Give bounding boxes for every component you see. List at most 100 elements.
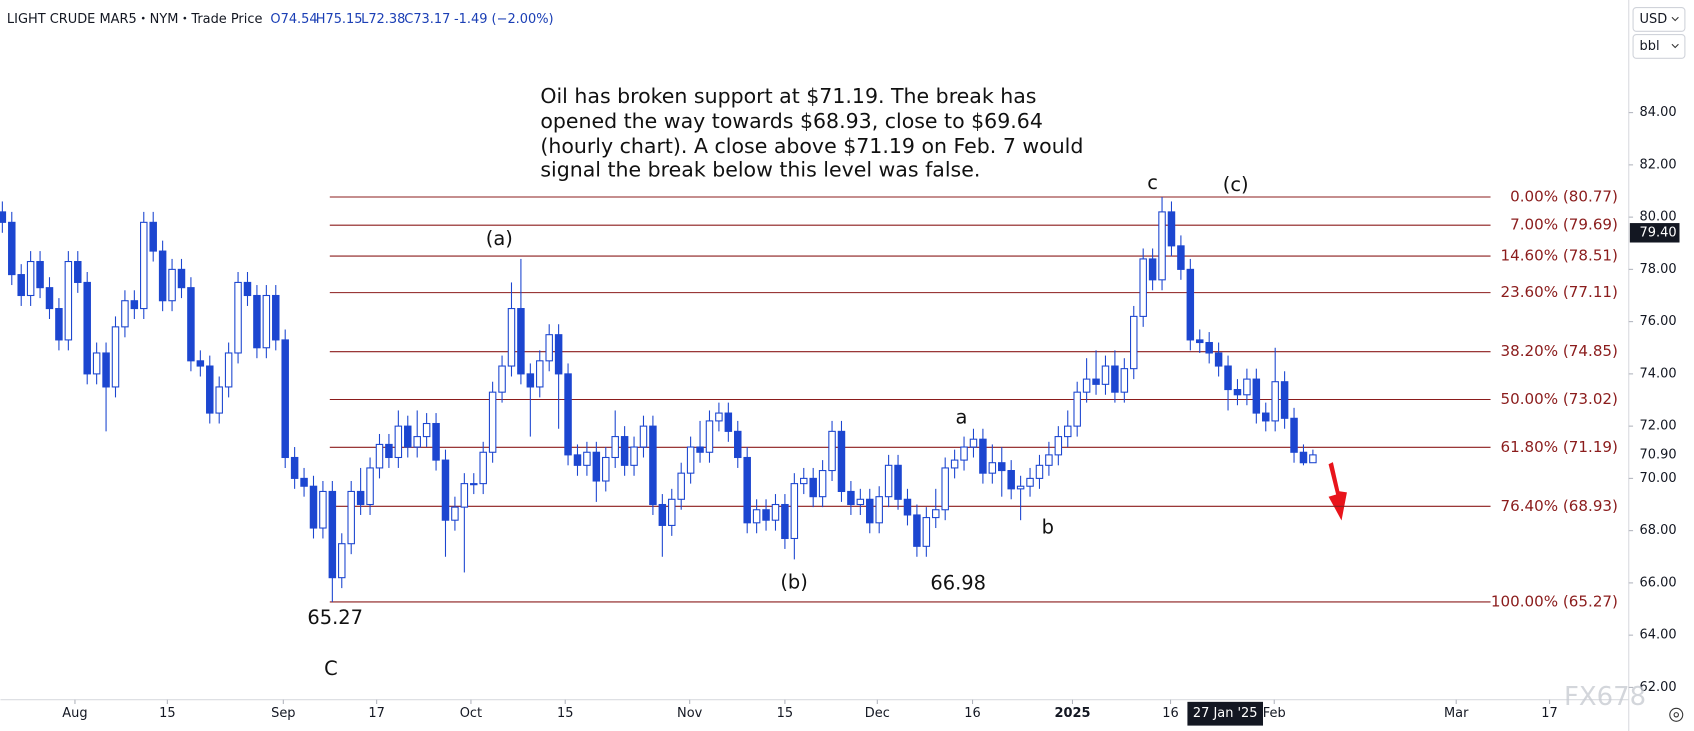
candle-body [592, 451, 601, 482]
candle-body [338, 543, 346, 579]
x-tick-label: Dec [865, 706, 890, 721]
candle-body [1111, 365, 1119, 393]
candle-body [488, 391, 497, 453]
candle-body [404, 425, 412, 448]
header-open: O74.54 [270, 12, 317, 27]
wave-label: c [1147, 171, 1158, 194]
candle-body [130, 300, 139, 310]
unit-select[interactable] [1632, 34, 1686, 59]
y-tick-label: 72.00 [1640, 419, 1677, 434]
wave-label: a [956, 405, 968, 428]
annotation-line: opened the way towards $68.93, close to … [540, 109, 1043, 133]
candle-body [102, 352, 110, 388]
candle-body [894, 464, 902, 500]
fib-label: 50.00% (73.02) [1500, 390, 1617, 408]
candle-body [1177, 245, 1185, 270]
x-tick-label: Mar [1444, 706, 1469, 721]
candle-body [1252, 378, 1261, 414]
candle-body [856, 498, 865, 506]
candle-body [17, 274, 25, 297]
candle-body [36, 260, 44, 289]
header-close: C73.17 [404, 12, 450, 27]
candle-body [677, 472, 685, 500]
candle-body [536, 360, 544, 388]
candle-body [545, 334, 553, 362]
y-tick-label: 82.00 [1640, 157, 1677, 172]
annotation-line: signal the break below this level was fa… [540, 158, 980, 182]
candle-body [866, 498, 874, 524]
candle-body [800, 477, 808, 485]
x-tick-label: 2025 [1054, 706, 1090, 721]
candle-body [8, 221, 16, 276]
candle-body [262, 294, 271, 349]
candle-body [26, 260, 35, 297]
candle-body [818, 470, 827, 498]
candle-body [828, 430, 836, 472]
candle-body [620, 436, 629, 466]
y-tick-label: 70.00 [1640, 471, 1677, 486]
candle-body [422, 422, 431, 438]
candle-body [705, 420, 714, 453]
x-tick-label: Sep [271, 706, 295, 721]
candle-body [1233, 389, 1242, 396]
candle-body [903, 498, 912, 516]
candle-body [715, 412, 723, 422]
candle-body [979, 438, 987, 474]
candle-body [206, 365, 214, 414]
candle-body [168, 268, 176, 302]
y-tick-label: 84.00 [1640, 105, 1677, 120]
candle-body [1186, 268, 1195, 341]
x-tick-label: Nov [677, 706, 703, 721]
candle-body [611, 436, 619, 459]
candle-body [649, 425, 657, 506]
candle-body [1092, 378, 1100, 385]
candle-body [1054, 436, 1063, 456]
candle-body [281, 339, 289, 459]
y-tick-label: 68.00 [1640, 523, 1677, 538]
candle-body [441, 459, 450, 521]
candle-body [300, 477, 308, 487]
candle-body [658, 503, 667, 526]
candle-body [1101, 365, 1110, 385]
candle-body [583, 451, 591, 466]
candle-body [724, 412, 733, 432]
candle-body [64, 260, 73, 341]
x-tick-label: Aug [62, 706, 87, 721]
candle-body [149, 221, 157, 252]
candle-body [83, 281, 91, 375]
candle-body [215, 386, 223, 414]
settings-icon[interactable] [1669, 707, 1684, 722]
y-tick-label: 74.00 [1640, 366, 1677, 381]
candle-body [319, 490, 327, 529]
unit: bbl [1640, 39, 1660, 54]
candle-body [158, 250, 167, 302]
candle-body [517, 308, 525, 375]
fib-label: 76.40% (68.93) [1500, 497, 1617, 515]
x-tick-label: 16 [1162, 706, 1178, 721]
currency-select[interactable] [1632, 7, 1686, 32]
candle-body [385, 443, 393, 459]
candle-body [1158, 211, 1166, 281]
candle-body [253, 294, 261, 349]
y-tick-label: 78.00 [1640, 262, 1677, 277]
candle-body [1224, 365, 1232, 391]
wave-label: (a) [486, 227, 513, 250]
candle-body [913, 514, 921, 547]
dropdown-caret [1671, 43, 1679, 49]
fib-label: 61.80% (71.19) [1500, 438, 1617, 456]
candle-body [696, 446, 704, 453]
fib-label: 14.60% (78.51) [1500, 247, 1617, 265]
fib-label: 38.20% (74.85) [1500, 342, 1617, 360]
candle-body [781, 503, 789, 540]
candle-body [1026, 477, 1034, 487]
candle-body [394, 425, 403, 459]
price-badge [1629, 223, 1680, 243]
y-tick-label: 76.00 [1640, 314, 1677, 329]
candle-body [1196, 339, 1204, 344]
candle-body [573, 454, 582, 466]
candle-body [375, 443, 384, 469]
candle-body [272, 294, 280, 341]
y-tick-label: 66.00 [1640, 575, 1677, 590]
candle-body [498, 365, 506, 393]
candle-body [960, 446, 968, 461]
